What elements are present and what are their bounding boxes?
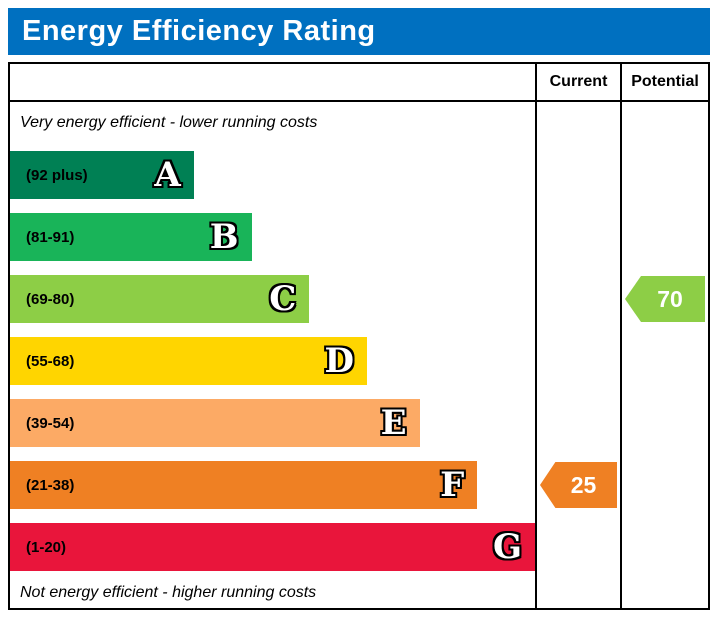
header-spacer (10, 64, 535, 100)
band-letter: B (209, 217, 239, 257)
band-letter: C (269, 279, 297, 319)
bottom-caption: Not energy efficient - higher running co… (20, 584, 317, 601)
potential-column-header: Potential (620, 64, 708, 100)
band-range-label: (55-68) (26, 352, 75, 370)
band-row-g: (1-20) G (10, 516, 535, 578)
band-row-c: (69-80) C (10, 268, 535, 330)
band-letter: D (324, 341, 354, 381)
band-bar-e: (39-54) E (10, 399, 420, 447)
energy-efficiency-chart: Current Potential Very energy efficient … (8, 62, 710, 610)
band-letter: F (440, 465, 465, 505)
band-range-label: (1-20) (26, 538, 67, 556)
band-range-label: (21-38) (26, 476, 75, 494)
band-bar-a: (92 plus) A (10, 151, 194, 199)
band-bar-d: (55-68) D (10, 337, 367, 385)
band-bar-b: (81-91) B (10, 213, 252, 261)
band-row-a: (92 plus) A (10, 144, 535, 206)
current-column: 25 (535, 102, 620, 608)
bands-column: Very energy efficient - lower running co… (10, 102, 535, 608)
band-range-label: (81-91) (26, 228, 75, 246)
band-row-e: (39-54) E (10, 392, 535, 454)
current-rating-value: 25 (570, 471, 597, 498)
band-bar-g: (1-20) G (10, 523, 535, 571)
band-range-label: (92 plus) (26, 166, 88, 184)
band-range-label: (69-80) (26, 290, 75, 308)
potential-column: 70 (620, 102, 708, 608)
current-rating-arrow: 25 (540, 462, 617, 508)
band-row-d: (55-68) D (10, 330, 535, 392)
band-row-f: (21-38) F (10, 454, 535, 516)
chart-body: Very energy efficient - lower running co… (10, 102, 708, 608)
band-range-label: (39-54) (26, 414, 75, 432)
potential-rating-value: 70 (657, 285, 683, 312)
band-row-b: (81-91) B (10, 206, 535, 268)
band-bar-c: (69-80) C (10, 275, 310, 323)
top-caption: Very energy efficient - lower running co… (20, 114, 318, 131)
chart-title: Energy Efficiency Rating (22, 15, 376, 47)
band-letter: A (154, 155, 181, 195)
band-letter: E (380, 403, 407, 443)
chart-title-bar: Energy Efficiency Rating (8, 8, 710, 55)
potential-rating-arrow: 70 (625, 276, 705, 322)
chart-header-row: Current Potential (10, 64, 708, 102)
current-column-header: Current (535, 64, 620, 100)
band-bar-f: (21-38) F (10, 461, 478, 509)
band-letter: G (492, 527, 522, 567)
